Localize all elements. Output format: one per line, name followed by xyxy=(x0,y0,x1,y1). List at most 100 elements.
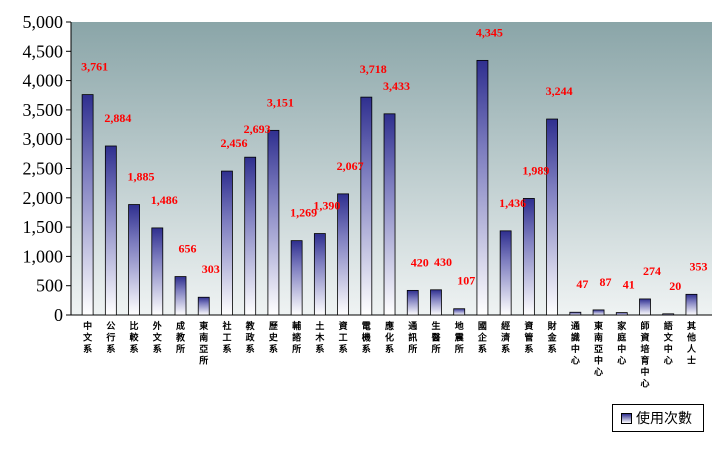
data-label: 1,436 xyxy=(499,196,526,210)
y-tick-label: 0 xyxy=(54,305,63,325)
bar xyxy=(430,289,442,316)
bar xyxy=(151,227,164,316)
x-tick-label: 國企系 xyxy=(477,321,488,355)
x-tick-label: 通識中心 xyxy=(571,320,580,367)
x-tick-label: 東南亞中心 xyxy=(594,320,603,378)
x-tick-label: 外文系 xyxy=(152,320,163,355)
bar xyxy=(639,298,651,316)
bars xyxy=(81,59,698,316)
data-label: 3,433 xyxy=(383,79,410,93)
y-tick-label: 3,000 xyxy=(23,129,64,149)
bar xyxy=(360,96,373,316)
data-label: 1,486 xyxy=(151,193,178,207)
data-label: 420 xyxy=(411,255,429,269)
legend-swatch xyxy=(621,412,632,424)
bar xyxy=(337,193,349,316)
data-label: 353 xyxy=(689,259,707,273)
x-tick-label: 歷史系 xyxy=(269,321,279,355)
x-tick-label: 東南亞所 xyxy=(199,320,208,367)
x-tick-label: 語文中心 xyxy=(663,320,674,367)
data-label: 2,884 xyxy=(104,111,131,125)
bar xyxy=(197,296,210,316)
x-tick-label: 財金系 xyxy=(547,320,558,355)
bar xyxy=(522,198,535,316)
bar xyxy=(615,312,628,316)
y-tick-label: 4,000 xyxy=(23,71,64,91)
x-tick-label: 生醫所 xyxy=(431,320,440,355)
x-tick-label: 成教所 xyxy=(175,320,186,355)
data-label: 1,390 xyxy=(313,199,340,213)
data-label: 2,693 xyxy=(244,122,271,136)
data-label: 3,151 xyxy=(267,95,294,109)
x-tick-label: 教政系 xyxy=(245,320,256,355)
bar xyxy=(406,289,419,316)
bar xyxy=(546,118,559,316)
y-tick-label: 5,000 xyxy=(23,12,64,32)
data-label: 1,269 xyxy=(290,206,317,220)
y-tick-label: 2,500 xyxy=(23,159,64,179)
data-label: 87 xyxy=(600,275,612,289)
data-label: 47 xyxy=(576,277,588,291)
bar xyxy=(499,230,512,316)
y-tick-label: 4,500 xyxy=(23,41,64,61)
bar xyxy=(128,204,140,316)
bar xyxy=(662,313,675,316)
x-tick-label: 土木系 xyxy=(314,320,325,355)
data-label: 1,989 xyxy=(522,163,549,177)
category-labels: 中文系 公行系 比較系 外文系 成教所 東南亞所 社工系 教政系 歷史系 輔諮所 土木系 資工系 電機系… xyxy=(82,320,697,390)
y-tick-label: 500 xyxy=(36,276,63,296)
x-tick-label: 資工系 xyxy=(339,320,348,355)
x-tick-label: 資管系 xyxy=(524,320,533,355)
data-label: 41 xyxy=(623,278,635,292)
y-tick-label: 1,000 xyxy=(23,246,64,266)
bar xyxy=(685,293,698,316)
x-tick-label: 社工系 xyxy=(221,320,231,355)
data-label: 274 xyxy=(643,264,661,278)
x-tick-label: 師資培育中心 xyxy=(640,320,649,390)
data-label: 303 xyxy=(202,262,220,276)
legend: 使用次數 xyxy=(612,404,704,432)
x-tick-label: 輔諮所 xyxy=(292,320,302,355)
data-label: 107 xyxy=(457,274,475,288)
data-label: 3,761 xyxy=(81,60,108,74)
data-label: 430 xyxy=(434,255,452,269)
bar xyxy=(104,145,117,316)
x-tick-label: 地震所 xyxy=(454,320,465,355)
x-tick-label: 電機系 xyxy=(362,321,371,355)
y-tick-label: 2,000 xyxy=(23,188,64,208)
data-label: 2,067 xyxy=(337,159,364,173)
data-label: 2,456 xyxy=(220,136,247,150)
bar xyxy=(383,113,396,316)
data-label: 20 xyxy=(669,279,681,293)
y-tick-label: 1,500 xyxy=(23,217,64,237)
bar xyxy=(290,240,303,316)
data-label: 4,345 xyxy=(476,25,503,39)
x-tick-label: 比較系 xyxy=(130,320,140,355)
data-label: 3,718 xyxy=(360,62,387,76)
bar xyxy=(81,94,94,316)
x-tick-label: 家庭中心 xyxy=(617,320,627,367)
x-tick-label: 經濟系 xyxy=(501,320,510,355)
y-axis: 0 500 1,000 1,500 2,000 2,500 3,000 3,500 4,000 4… xyxy=(23,12,712,325)
bar xyxy=(592,309,605,316)
x-tick-label: 中文系 xyxy=(82,320,93,355)
data-label: 3,244 xyxy=(546,84,573,98)
bar xyxy=(313,233,326,316)
data-label: 656 xyxy=(179,242,197,256)
legend-label: 使用次數 xyxy=(636,411,692,427)
x-tick-label: 通訊所 xyxy=(408,320,417,355)
bar xyxy=(476,59,489,316)
x-tick-label: 應化系 xyxy=(385,320,394,355)
bar xyxy=(244,156,257,316)
y-tick-label: 3,500 xyxy=(23,100,64,120)
x-tick-label: 其他人士 xyxy=(686,320,697,367)
bar xyxy=(221,170,233,316)
data-label: 1,885 xyxy=(128,170,155,184)
bar xyxy=(569,311,582,316)
bar xyxy=(453,308,466,316)
bar xyxy=(174,276,187,316)
bar xyxy=(267,129,280,316)
x-tick-label: 公行系 xyxy=(105,321,115,355)
